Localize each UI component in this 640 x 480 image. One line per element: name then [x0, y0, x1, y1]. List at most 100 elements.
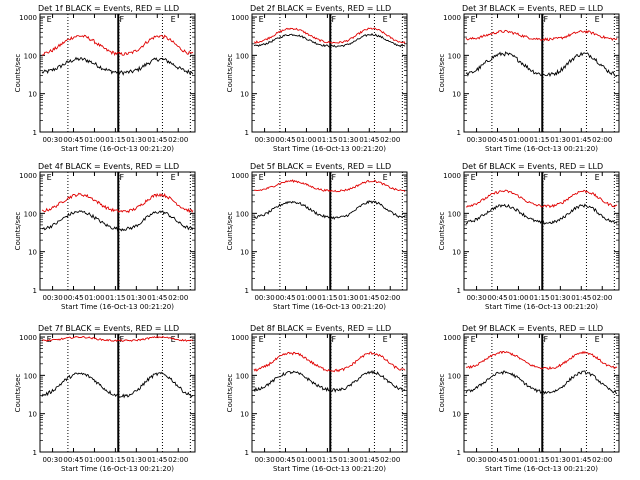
series-line-events	[465, 51, 618, 78]
panel-det-6: Det 6f BLACK = Events, RED = LLD 00:30 00:…	[438, 162, 620, 311]
x-tick-label: 01:45	[359, 456, 379, 464]
y-tick-label: 10	[28, 91, 37, 99]
y-axis-label: Counts/sec	[438, 374, 446, 413]
series-line-events	[465, 370, 618, 395]
x-tick-label: 01:45	[147, 294, 167, 302]
x-tick-label: 01:45	[571, 294, 591, 302]
x-tick-label: 01:15	[529, 294, 549, 302]
event-marker-label: F	[544, 173, 549, 182]
y-tick-label: 100	[236, 372, 249, 380]
x-tick-label: 00:30	[42, 456, 62, 464]
series-line-lld	[253, 27, 406, 44]
y-axis-label: Counts/sec	[226, 212, 234, 251]
x-tick-label: 00:45	[487, 456, 507, 464]
x-tick-label: 01:30	[338, 294, 358, 302]
series-line-events	[253, 199, 406, 221]
event-marker-label: E	[171, 335, 176, 344]
x-tick-label: 00:45	[63, 294, 83, 302]
y-axis-label: Counts/sec	[14, 374, 22, 413]
y-tick-label: 100	[448, 52, 461, 60]
series-line-lld	[465, 29, 618, 42]
panel-title: Det 5f BLACK = Events, RED = LLD	[250, 162, 391, 171]
x-tick-label: 01:30	[550, 136, 570, 144]
panel-title: Det 9f BLACK = Events, RED = LLD	[462, 324, 603, 333]
y-tick-label: 10	[240, 249, 249, 257]
x-tick-label: 00:45	[275, 456, 295, 464]
x-tick-label: 01:15	[317, 456, 337, 464]
x-tick-label: 01:15	[317, 136, 337, 144]
event-marker-label: F	[544, 15, 549, 24]
y-axis-label: Counts/sec	[438, 212, 446, 251]
event-marker-label: E	[383, 15, 388, 24]
x-axis-label: Start Time (16-Oct-13 00:21:20)	[485, 465, 598, 473]
y-axis-label: Counts/sec	[226, 374, 234, 413]
panel-det-2: Det 2f BLACK = Events, RED = LLD 00:30 00:…	[226, 4, 408, 153]
y-tick-label: 100	[236, 210, 249, 218]
x-tick-label: 02:00	[168, 136, 188, 144]
series-line-events	[465, 203, 618, 225]
x-tick-label: 01:45	[147, 136, 167, 144]
y-tick-label: 1000	[231, 172, 249, 180]
x-tick-label: 01:30	[550, 456, 570, 464]
x-tick-label: 01:30	[338, 136, 358, 144]
x-tick-label: 00:45	[275, 294, 295, 302]
series-line-lld	[253, 179, 406, 193]
x-tick-label: 01:00	[296, 456, 316, 464]
x-axis-label: Start Time (16-Oct-13 00:21:20)	[485, 303, 598, 311]
event-marker-label: E	[171, 15, 176, 24]
y-axis-label: Counts/sec	[438, 54, 446, 93]
x-tick-label: 01:30	[550, 294, 570, 302]
series-line-lld	[465, 189, 618, 209]
y-tick-label: 1	[457, 287, 461, 295]
x-axis-label: Start Time (16-Oct-13 00:21:20)	[61, 465, 174, 473]
event-marker-label: E	[471, 335, 476, 344]
series-line-lld	[465, 350, 618, 370]
panel-title: Det 4f BLACK = Events, RED = LLD	[38, 162, 179, 171]
x-tick-label: 00:30	[254, 294, 274, 302]
x-tick-label: 02:00	[380, 456, 400, 464]
x-tick-label: 01:15	[105, 136, 125, 144]
y-tick-label: 1	[245, 129, 249, 137]
series-line-lld	[41, 34, 194, 56]
event-marker-label: F	[120, 173, 125, 182]
y-tick-label: 100	[448, 210, 461, 218]
series-line-events	[253, 369, 406, 393]
y-tick-label: 100	[448, 372, 461, 380]
event-marker-label: E	[171, 173, 176, 182]
y-tick-label: 1000	[443, 334, 461, 342]
event-marker-label: F	[332, 173, 337, 182]
x-tick-label: 00:45	[63, 456, 83, 464]
y-tick-label: 1000	[19, 334, 37, 342]
panel-det-1: Det 1f BLACK = Events, RED = LLD 00:30 00:…	[14, 4, 196, 153]
event-marker-label: E	[259, 173, 264, 182]
y-tick-label: 1	[457, 449, 461, 457]
y-tick-label: 1	[457, 129, 461, 137]
y-tick-label: 100	[24, 210, 37, 218]
x-tick-label: 02:00	[380, 294, 400, 302]
x-tick-label: 00:45	[487, 136, 507, 144]
y-tick-label: 1000	[443, 14, 461, 22]
series-line-lld	[253, 351, 406, 373]
panel-title: Det 7f BLACK = Events, RED = LLD	[38, 324, 179, 333]
panel-title: Det 1f BLACK = Events, RED = LLD	[38, 4, 179, 13]
x-tick-label: 01:00	[508, 136, 528, 144]
event-marker-label: E	[383, 173, 388, 182]
y-tick-label: 10	[240, 411, 249, 419]
event-marker-label: E	[595, 173, 600, 182]
event-marker-label: E	[259, 335, 264, 344]
x-tick-label: 02:00	[380, 136, 400, 144]
event-marker-label: E	[383, 335, 388, 344]
event-marker-label: E	[471, 173, 476, 182]
y-tick-label: 1000	[443, 172, 461, 180]
y-tick-label: 100	[24, 372, 37, 380]
y-axis-label: Counts/sec	[14, 212, 22, 251]
y-tick-label: 10	[452, 91, 461, 99]
x-tick-label: 01:45	[359, 136, 379, 144]
panel-det-8: Det 8f BLACK = Events, RED = LLD 00:30 00:…	[226, 324, 408, 473]
x-tick-label: 01:30	[338, 456, 358, 464]
x-tick-label: 01:00	[296, 136, 316, 144]
x-tick-label: 00:30	[254, 136, 274, 144]
x-tick-label: 01:45	[359, 294, 379, 302]
series-line-lld	[41, 192, 194, 214]
